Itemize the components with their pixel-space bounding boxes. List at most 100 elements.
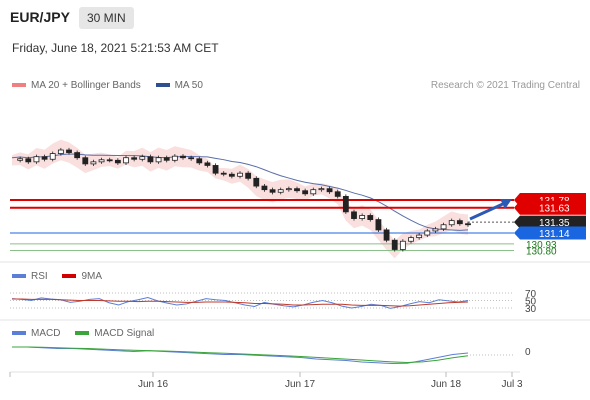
price-tag-current: 131.35 <box>514 215 586 229</box>
candle-body <box>114 159 121 164</box>
price-legend: MA 20 + Bollinger Bands MA 50 <box>12 80 203 92</box>
panel-dividers <box>0 261 590 373</box>
ma50-path <box>11 153 469 231</box>
rsi-tick-label: 50 <box>525 297 537 308</box>
rsi-tick-label: 30 <box>525 304 537 315</box>
candle-body <box>74 152 81 159</box>
rsi-ma-line <box>12 298 469 307</box>
macd-signal-line <box>12 346 469 363</box>
symbol-label: EUR/JPY <box>10 9 70 25</box>
candle-body <box>41 156 48 160</box>
candle-body <box>261 185 268 191</box>
macd-signal-swatch <box>75 331 90 336</box>
price-tag-text: 130.93 <box>526 240 557 251</box>
forecast-arrow <box>469 199 512 221</box>
price-tag-text: 131.14 <box>539 229 570 240</box>
candle-body <box>204 162 211 166</box>
rsi-ma-label: 9MA <box>81 271 103 282</box>
candle-body <box>456 220 463 225</box>
macd-panel: 0 <box>12 346 531 365</box>
candle-body <box>90 161 97 165</box>
price-tag-resistance: 131.63 <box>514 200 586 215</box>
candle-body <box>440 224 447 230</box>
macd-signal-label: MACD Signal <box>94 328 155 339</box>
ma20-swatch <box>12 83 26 88</box>
candle-body <box>196 158 203 164</box>
rsi-legend: RSI 9MA <box>12 271 102 283</box>
rsi-line <box>11 296 469 309</box>
candle-body <box>163 157 170 161</box>
candle-body <box>359 215 366 219</box>
rsi-swatch <box>12 274 26 279</box>
timeframe-button[interactable]: 30 MIN <box>79 7 134 29</box>
candle-body <box>448 220 455 226</box>
x-tick-label: Jun 18 <box>431 379 461 390</box>
x-axis: Jun 16 Jun 17 Jun 18 Jul 3 <box>9 372 523 390</box>
x-tick-label: Jun 16 <box>138 379 168 390</box>
macd-tick-label: 0 <box>525 347 531 358</box>
bollinger-bands <box>12 139 468 259</box>
candle-body <box>367 215 374 220</box>
candle-body <box>302 190 309 195</box>
macd-legend: MACD MACD Signal <box>12 328 154 340</box>
candle-body <box>269 189 276 193</box>
candle-body <box>326 188 333 193</box>
candle-body <box>57 149 64 154</box>
credit-text: Research © 2021 Trading Central <box>430 80 580 91</box>
candle-body <box>318 188 325 191</box>
candle-body <box>245 172 252 179</box>
rsi-label: RSI <box>31 271 48 282</box>
candle-body <box>123 157 129 164</box>
price-tag-box <box>514 200 586 215</box>
candle-body <box>98 159 105 163</box>
candle-body <box>82 157 89 165</box>
ma50-swatch <box>155 83 170 88</box>
candle-body <box>424 230 431 236</box>
candle-body <box>277 189 284 193</box>
macd-label: MACD <box>31 328 61 339</box>
candle-body <box>147 156 154 163</box>
candle-body <box>465 223 471 226</box>
forecast-arrow-shaft <box>469 201 506 221</box>
candle-body <box>351 211 357 219</box>
candle-body <box>237 172 243 177</box>
candle-body <box>416 234 423 239</box>
candle-body <box>66 149 72 153</box>
price-tag-support: 131.14 <box>514 226 586 240</box>
x-tick-label: Jul 3 <box>501 379 523 390</box>
price-tag-box <box>514 215 586 229</box>
price-tag-box <box>514 226 586 240</box>
price-tag-text: 131.35 <box>539 218 570 229</box>
candle-body <box>49 153 56 160</box>
candle-body <box>408 237 414 242</box>
price-tag-text: 131.63 <box>539 204 570 215</box>
candle-body <box>25 158 32 163</box>
candle-body <box>285 188 292 191</box>
candle-body <box>171 155 178 161</box>
candle-body <box>17 158 24 161</box>
candle-body <box>139 156 146 160</box>
candle-body <box>399 240 406 250</box>
forecast-arrow-head <box>500 199 512 209</box>
candle-body <box>155 157 162 163</box>
chart-header: EUR/JPY 30 MIN <box>0 0 590 34</box>
candle-body <box>180 155 186 159</box>
rsi-ma-swatch <box>62 274 77 279</box>
rsi-tick-label: 70 <box>525 289 537 300</box>
macd-line <box>12 346 469 365</box>
x-tick-label: Jun 17 <box>285 379 315 390</box>
price-tag-target: 130.80 <box>526 247 557 258</box>
price-tag-text: 130.80 <box>526 247 557 258</box>
candle-body <box>342 195 349 213</box>
ma50-line <box>11 153 469 231</box>
candle-body <box>334 191 341 197</box>
candles <box>17 147 471 252</box>
candle-body <box>228 173 235 177</box>
candle-body <box>33 156 40 163</box>
candle-body <box>375 219 382 231</box>
candle-body <box>391 239 398 250</box>
candle-body <box>253 177 260 187</box>
